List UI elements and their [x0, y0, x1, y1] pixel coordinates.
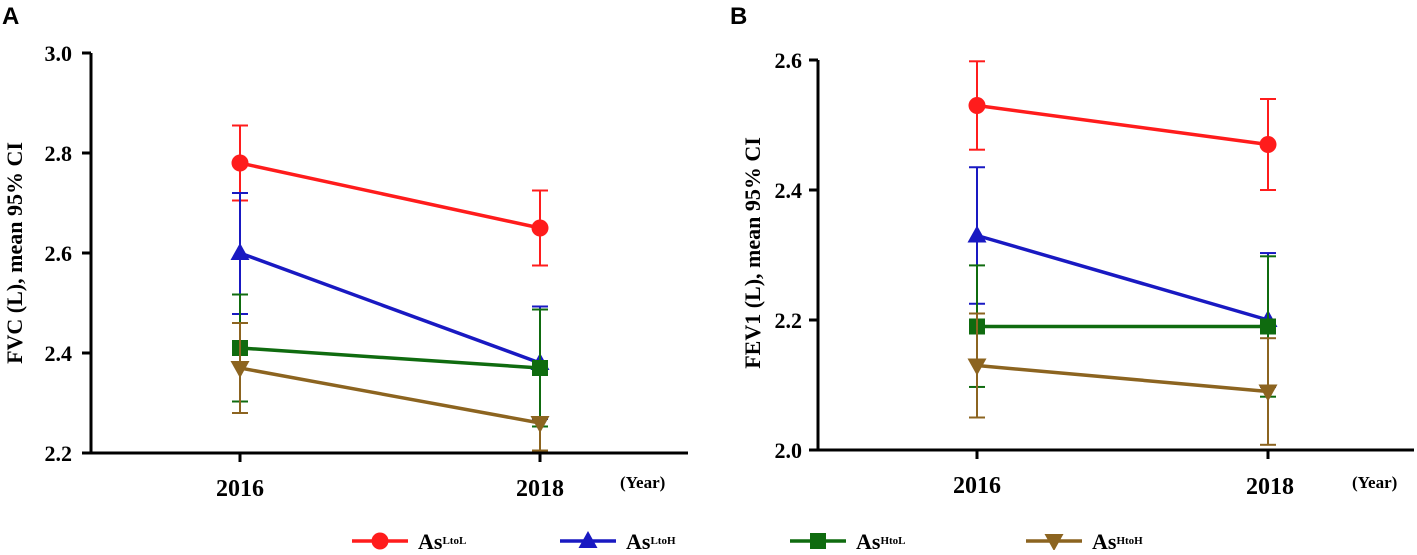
panel-a-series-htoh-line	[239, 366, 541, 425]
panel-b-series-ltoh	[967, 166, 1278, 388]
panel-a-series-htol-point-2018	[532, 360, 548, 376]
legend-item-ltoh: AsLtoH	[560, 529, 676, 554]
panel-a: A FVC (L), mean 95% CI 2016 2018 (Year) …	[2, 3, 688, 502]
legend-htol-prefix: As	[856, 529, 881, 550]
panel-a-y-tick-label: 2.4	[45, 341, 73, 366]
legend-ltol-marker-shape	[371, 532, 389, 550]
panel-a-series-ltol-point-2016	[231, 154, 249, 172]
legend: AsLtoL AsLtoH AsHtoL AsHtoH	[352, 529, 1143, 554]
panel-b-series-ltol-point-2016	[968, 97, 986, 114]
panel-b-series-ltol-line	[976, 103, 1269, 147]
panel-a-series-ltol-line	[239, 161, 541, 230]
legend-htoh-text: AsHtoH	[1092, 529, 1143, 550]
panel-a-series-htoh-point-2016	[230, 361, 250, 378]
legend-ltoh-marker	[578, 531, 598, 548]
panel-a-series-ltol	[231, 124, 549, 267]
legend-ltoh-marker-shape	[578, 531, 598, 548]
panel-b-series-htoh-point-2016	[967, 358, 987, 376]
legend-htoh-prefix: As	[1092, 529, 1117, 550]
legend-htoh-marker	[1044, 534, 1064, 551]
panel-b-series-htol-point-2018	[1260, 318, 1276, 335]
panel-b-series-ltoh-line	[976, 233, 1269, 322]
legend-htol-text: AsHtoL	[856, 529, 906, 550]
legend-item-ltol: AsLtoL	[352, 529, 466, 554]
legend-htoh-sub: HtoH	[1116, 535, 1143, 547]
panel-a-series-ltol-point-2018	[531, 219, 549, 237]
panel-b-label: B	[730, 3, 747, 30]
panel-b-series-htoh-line	[976, 363, 1269, 394]
panel-a-y-tick-label: 2.8	[45, 141, 73, 166]
legend-htol-sub: HtoL	[880, 535, 905, 547]
panel-b-series-htoh	[967, 312, 1278, 446]
panel-a-label: A	[2, 3, 19, 30]
legend-ltol-prefix: As	[418, 529, 443, 550]
panel-a-y-tick-label: 3.0	[45, 41, 73, 66]
panel-a-x-unit: (Year)	[620, 473, 665, 492]
legend-ltol-sub: LtoL	[442, 535, 466, 547]
legend-ltoh-sub: LtoH	[650, 535, 676, 547]
legend-item-htol: AsHtoL	[790, 529, 906, 554]
panel-b-y-axis-title: FEV1 (L), mean 95% CI	[740, 137, 765, 369]
panel-b-x-tick-2016: 2016	[953, 473, 1001, 499]
legend-ltoh-prefix: As	[626, 529, 651, 550]
panel-b-y-ticks: 2.0 2.2 2.4 2.6	[775, 48, 1270, 463]
legend-htol-marker-shape	[810, 533, 826, 549]
panel-a-y-ticks: 2.2 2.4 2.6 2.8 3.0	[45, 41, 542, 466]
panel-b-series-ltol	[968, 60, 1277, 191]
panel-b-y-tick-label: 2.4	[775, 178, 803, 203]
panel-b-y-tick-label: 2.2	[775, 308, 803, 333]
panel-b-series-ltol-point-2018	[1259, 136, 1277, 153]
panel-b-x-tick-2018: 2018	[1246, 474, 1294, 500]
panel-b-series-htoh-point-2018	[1258, 384, 1278, 402]
panel-a-series-ltoh-point-2016	[230, 243, 250, 260]
panel-a-series-ltoh-line	[239, 251, 541, 365]
panel-a-x-tick-2016: 2016	[216, 476, 264, 502]
panel-b-y-tick-label: 2.0	[775, 438, 803, 463]
panel-b-series-ltoh-point-2016	[967, 225, 987, 243]
panel-b: B FEV1 (L), mean 95% CI 2016 2018 (Year)…	[730, 3, 1414, 500]
panel-a-y-axis-title: FVC (L), mean 95% CI	[2, 142, 27, 364]
panel-a-y-tick-label: 2.2	[45, 441, 73, 466]
panel-a-x-tick-2018: 2018	[516, 476, 564, 502]
panel-a-series-htoh	[230, 322, 550, 452]
panel-a-series-htoh-point-2018	[530, 416, 550, 433]
legend-htoh-marker-shape	[1044, 534, 1064, 551]
panel-a-series	[230, 124, 550, 452]
panel-b-y-tick-label: 2.6	[775, 48, 803, 73]
panel-a-series-ltoh	[230, 192, 550, 420]
panel-a-series-htol	[232, 293, 548, 428]
panel-b-x-unit: (Year)	[1352, 473, 1397, 492]
panel-a-series-htol-line	[239, 346, 541, 370]
legend-ltol-text: AsLtoL	[418, 529, 466, 550]
legend-ltoh-text: AsLtoH	[626, 529, 676, 550]
legend-ltol-marker	[371, 532, 389, 550]
legend-htol-marker	[810, 533, 826, 549]
panel-a-y-tick-label: 2.6	[45, 241, 73, 266]
legend-item-htoh: AsHtoH	[1026, 529, 1143, 554]
panel-b-series	[967, 60, 1278, 446]
